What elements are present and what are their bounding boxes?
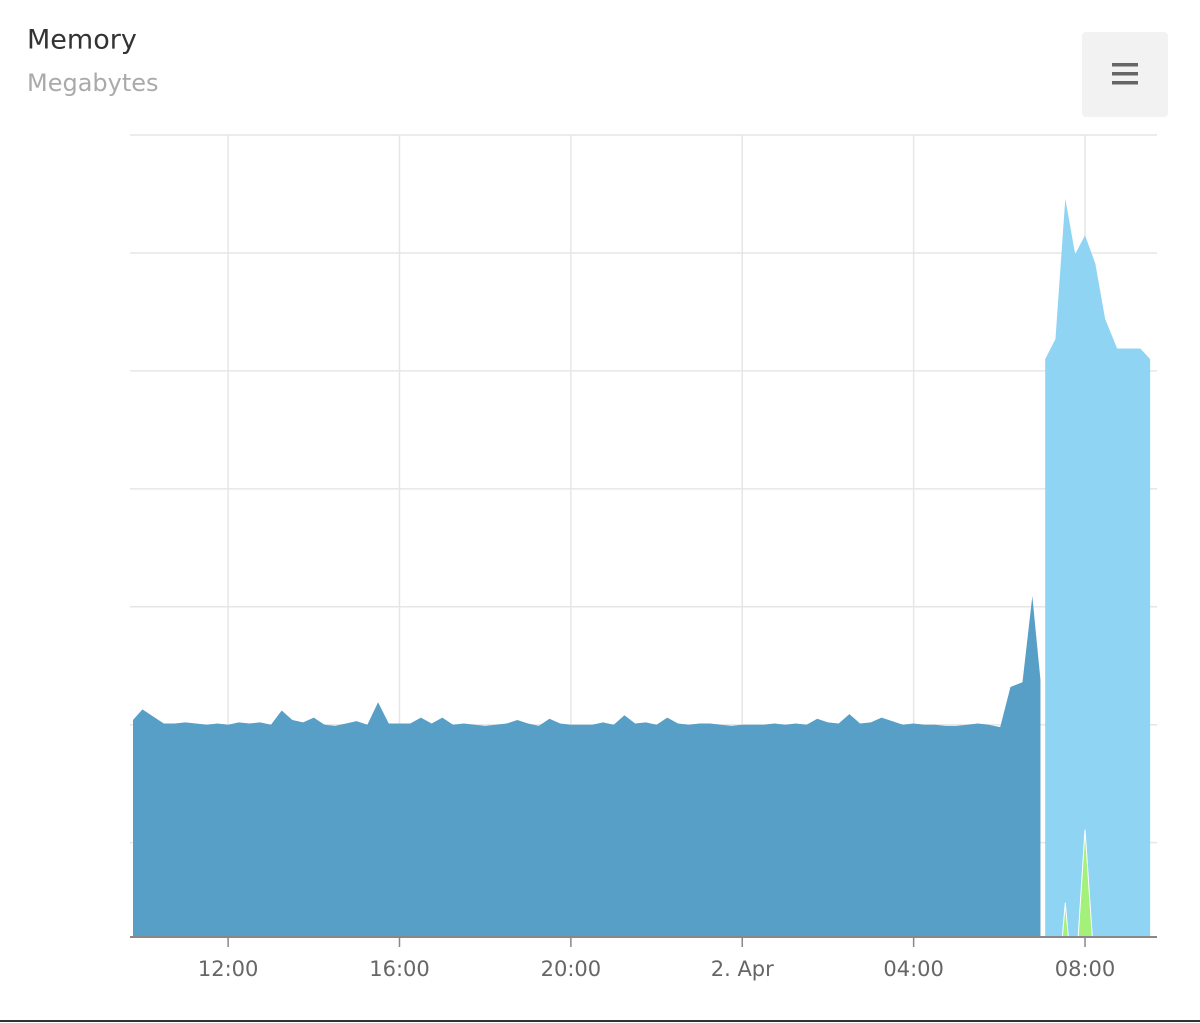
x-tick-label: 12:00 [198, 957, 259, 981]
area-series [132, 596, 1041, 937]
x-tick-label: 04:00 [883, 957, 944, 981]
x-tick-label: 08:00 [1055, 957, 1116, 981]
menu-button[interactable] [1082, 32, 1168, 117]
menu-icon-bar[interactable] [1112, 81, 1138, 85]
menu-icon-bar[interactable] [1112, 72, 1138, 76]
x-tick-label: 20:00 [541, 957, 602, 981]
x-tick-label: 16:00 [369, 957, 430, 981]
chart-subtitle: Megabytes [27, 69, 159, 97]
chart-title: Memory [27, 25, 137, 56]
menu-icon-bar[interactable] [1112, 63, 1138, 67]
x-tick-label: 2. Apr [711, 957, 774, 981]
area-series [1045, 198, 1151, 937]
